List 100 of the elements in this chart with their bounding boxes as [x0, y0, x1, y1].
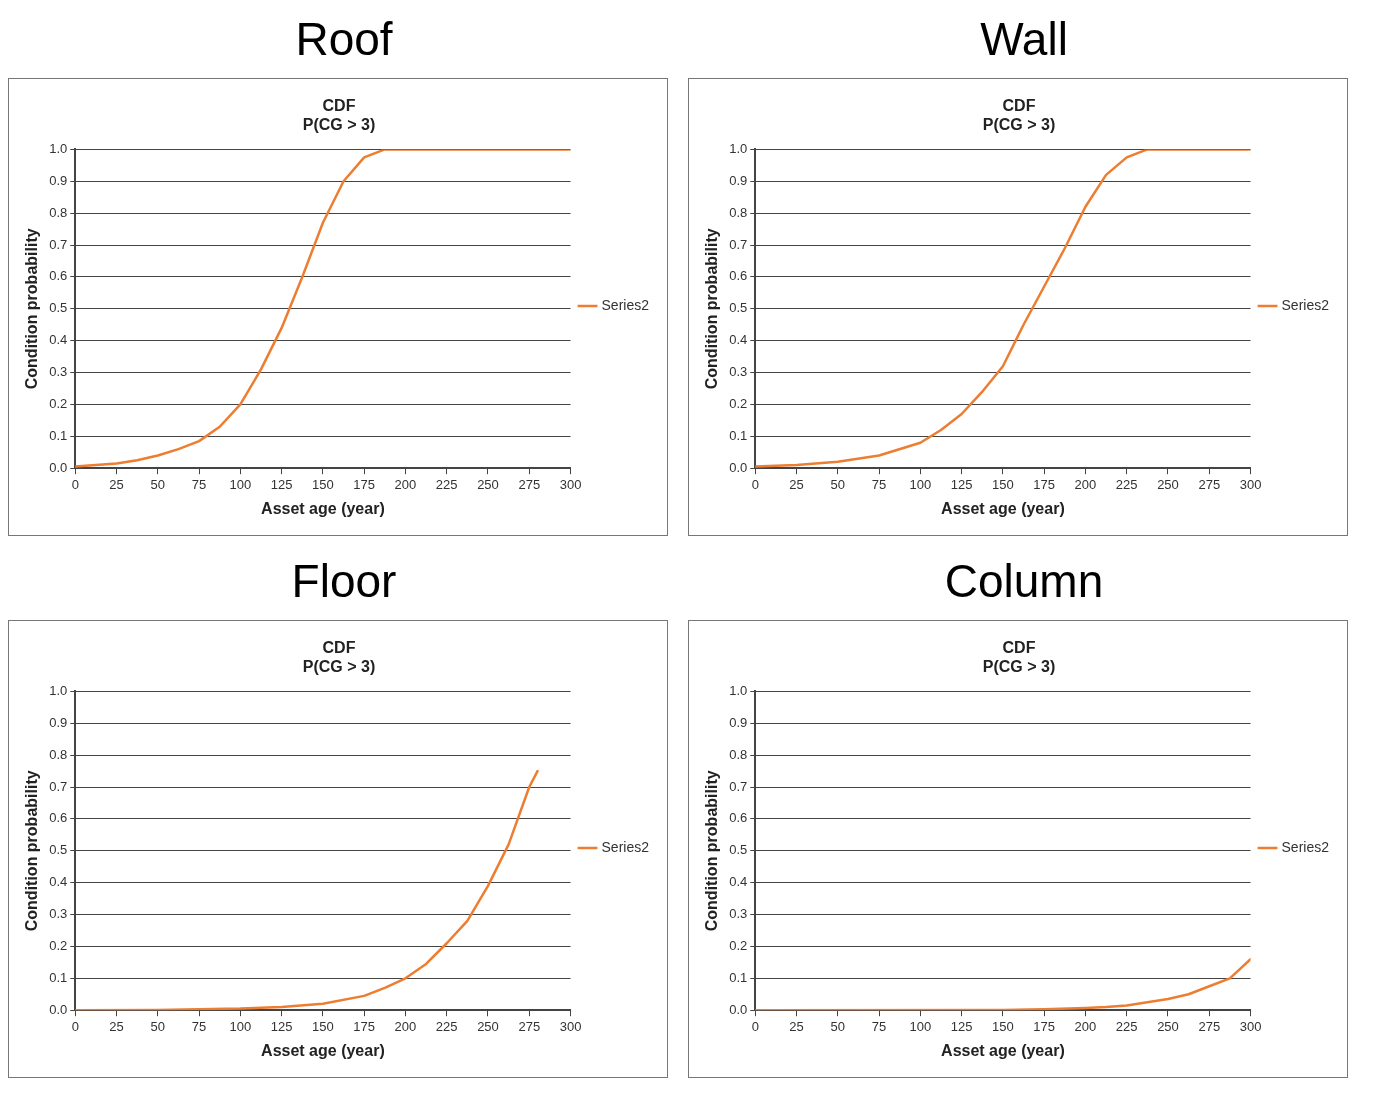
y-tick-label: 0.9	[729, 714, 748, 730]
x-tick-label: 50	[150, 476, 166, 492]
y-tick-label: 0.0	[729, 459, 748, 475]
x-tick-label: 250	[477, 476, 499, 492]
x-tick-label: 25	[109, 1018, 124, 1034]
x-tick-label: 300	[559, 1018, 582, 1034]
x-tick-label: 225	[1115, 1018, 1138, 1034]
y-tick-label: 0.7	[729, 236, 748, 252]
x-tick-label: 200	[1074, 476, 1097, 492]
x-tick-label: 250	[1157, 1018, 1179, 1034]
y-tick-label: 0.2	[49, 938, 68, 954]
y-tick-label: 0.4	[49, 332, 68, 348]
y-tick-label: 0.6	[49, 268, 68, 284]
y-tick-label: 0.3	[49, 364, 68, 380]
y-tick-label: 0.8	[49, 746, 68, 762]
x-tick-label: 75	[191, 476, 207, 492]
x-tick-label: 175	[353, 476, 376, 492]
x-axis-title: Asset age (year)	[261, 499, 385, 517]
chart-title: Floor	[290, 554, 398, 609]
x-tick-label: 75	[191, 1018, 207, 1034]
y-tick-label: 0.9	[49, 172, 68, 188]
y-tick-label: 0.1	[729, 969, 748, 985]
x-tick-label: 125	[950, 1018, 973, 1034]
y-tick-label: 1.0	[729, 682, 748, 698]
y-tick-label: 0.6	[49, 810, 68, 826]
chart-subtitle: CDF P(CG > 3)	[982, 639, 1056, 676]
x-tick-label: 200	[394, 1018, 417, 1034]
y-tick-label: 0.7	[729, 778, 748, 794]
x-tick-label: 150	[312, 476, 334, 492]
y-tick-label: 0.3	[729, 364, 748, 380]
y-axis-title: Condition probability	[703, 228, 721, 390]
y-tick-label: 1.0	[49, 682, 68, 698]
y-tick-label: 0.4	[729, 332, 748, 348]
x-tick-label: 225	[435, 1018, 458, 1034]
y-tick-label: 0.4	[729, 874, 748, 890]
y-tick-label: 0.1	[49, 427, 68, 443]
x-tick-label: 0	[751, 1018, 759, 1034]
x-tick-label: 250	[477, 1018, 499, 1034]
chart-subtitle: CDF P(CG > 3)	[302, 639, 376, 676]
y-tick-label: 0.9	[729, 172, 748, 188]
y-tick-label: 0.2	[729, 938, 748, 954]
x-tick-label: 50	[830, 476, 846, 492]
y-tick-label: 0.2	[729, 396, 748, 412]
x-tick-label: 275	[518, 476, 541, 492]
x-tick-label: 50	[830, 1018, 846, 1034]
x-axis-title: Asset age (year)	[941, 499, 1065, 517]
x-tick-label: 300	[1239, 1018, 1262, 1034]
x-tick-label: 225	[1115, 476, 1138, 492]
y-tick-label: 0.0	[49, 459, 68, 475]
y-tick-label: 0.0	[729, 1001, 748, 1017]
y-tick-label: 1.0	[729, 140, 748, 156]
x-tick-label: 300	[1239, 476, 1262, 492]
x-tick-label: 100	[909, 476, 932, 492]
x-tick-label: 0	[71, 476, 79, 492]
chart-subtitle: CDF P(CG > 3)	[982, 97, 1056, 134]
x-axis-title: Asset age (year)	[261, 1041, 385, 1059]
x-tick-label: 25	[789, 1018, 804, 1034]
x-tick-label: 75	[871, 476, 887, 492]
x-tick-label: 75	[871, 1018, 887, 1034]
x-tick-label: 300	[559, 476, 582, 492]
y-tick-label: 0.0	[49, 1001, 68, 1017]
x-tick-label: 250	[1157, 476, 1179, 492]
chart-subtitle: CDF P(CG > 3)	[302, 97, 376, 134]
x-tick-label: 200	[1074, 1018, 1097, 1034]
x-tick-label: 125	[950, 476, 973, 492]
x-tick-label: 100	[909, 1018, 932, 1034]
x-tick-label: 125	[270, 1018, 293, 1034]
y-tick-label: 0.6	[729, 810, 748, 826]
x-tick-label: 175	[353, 1018, 376, 1034]
x-tick-label: 275	[1198, 476, 1221, 492]
x-tick-label: 175	[1033, 1018, 1056, 1034]
x-tick-label: 50	[150, 1018, 166, 1034]
y-tick-label: 0.2	[49, 396, 68, 412]
y-axis-title: Condition probability	[23, 228, 41, 390]
x-tick-label: 125	[270, 476, 293, 492]
x-tick-label: 275	[518, 1018, 541, 1034]
x-tick-label: 275	[1198, 1018, 1221, 1034]
chart-title: Roof	[294, 12, 394, 67]
x-tick-label: 0	[751, 476, 759, 492]
x-tick-label: 100	[229, 476, 252, 492]
x-tick-label: 0	[71, 1018, 79, 1034]
y-tick-label: 0.1	[49, 969, 68, 985]
y-tick-label: 0.1	[729, 427, 748, 443]
y-tick-label: 0.5	[729, 842, 748, 858]
y-tick-label: 0.9	[49, 714, 68, 730]
y-tick-label: 1.0	[49, 140, 68, 156]
y-tick-label: 0.5	[49, 842, 68, 858]
legend-label: Series2	[1281, 838, 1330, 855]
y-tick-label: 0.4	[49, 874, 68, 890]
chart-title: Wall	[979, 12, 1069, 67]
x-tick-label: 225	[435, 476, 458, 492]
y-axis-title: Condition probability	[703, 770, 721, 932]
y-tick-label: 0.8	[729, 746, 748, 762]
x-tick-label: 150	[992, 476, 1014, 492]
x-tick-label: 175	[1033, 476, 1056, 492]
legend-label: Series2	[1281, 296, 1330, 313]
y-tick-label: 0.8	[729, 204, 748, 220]
y-tick-label: 0.8	[49, 204, 68, 220]
y-tick-label: 0.3	[49, 906, 68, 922]
x-tick-label: 150	[312, 1018, 334, 1034]
